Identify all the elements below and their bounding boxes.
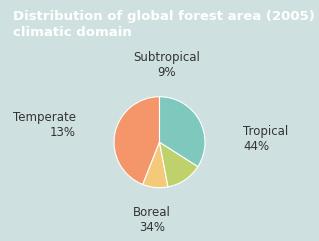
Text: Subtropical
9%: Subtropical 9% [133,51,200,79]
Text: Boreal
34%: Boreal 34% [133,206,171,234]
Wedge shape [160,142,198,187]
Wedge shape [114,97,160,184]
Wedge shape [160,97,205,167]
Text: Tropical
44%: Tropical 44% [243,125,288,153]
Wedge shape [143,142,168,188]
Text: Distribution of global forest area (2005) by
climatic domain: Distribution of global forest area (2005… [13,10,319,39]
Text: Temperate
13%: Temperate 13% [13,111,76,139]
